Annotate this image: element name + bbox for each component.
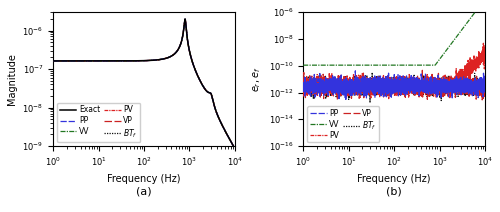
Text: (a): (a) [136,186,152,196]
Legend: PP, VV, PV, VP, $BT_f$: PP, VV, PV, VP, $BT_f$ [307,106,380,142]
X-axis label: Frequency (Hz): Frequency (Hz) [108,174,181,184]
X-axis label: Frequency (Hz): Frequency (Hz) [358,174,431,184]
Y-axis label: $e_r, e_f$: $e_r, e_f$ [252,66,263,92]
Y-axis label: Magnitude: Magnitude [7,53,17,105]
Legend: Exact, PP, VV, PV, VP, $BT_f$: Exact, PP, VV, PV, VP, $BT_f$ [57,103,140,142]
Text: (b): (b) [386,186,402,196]
